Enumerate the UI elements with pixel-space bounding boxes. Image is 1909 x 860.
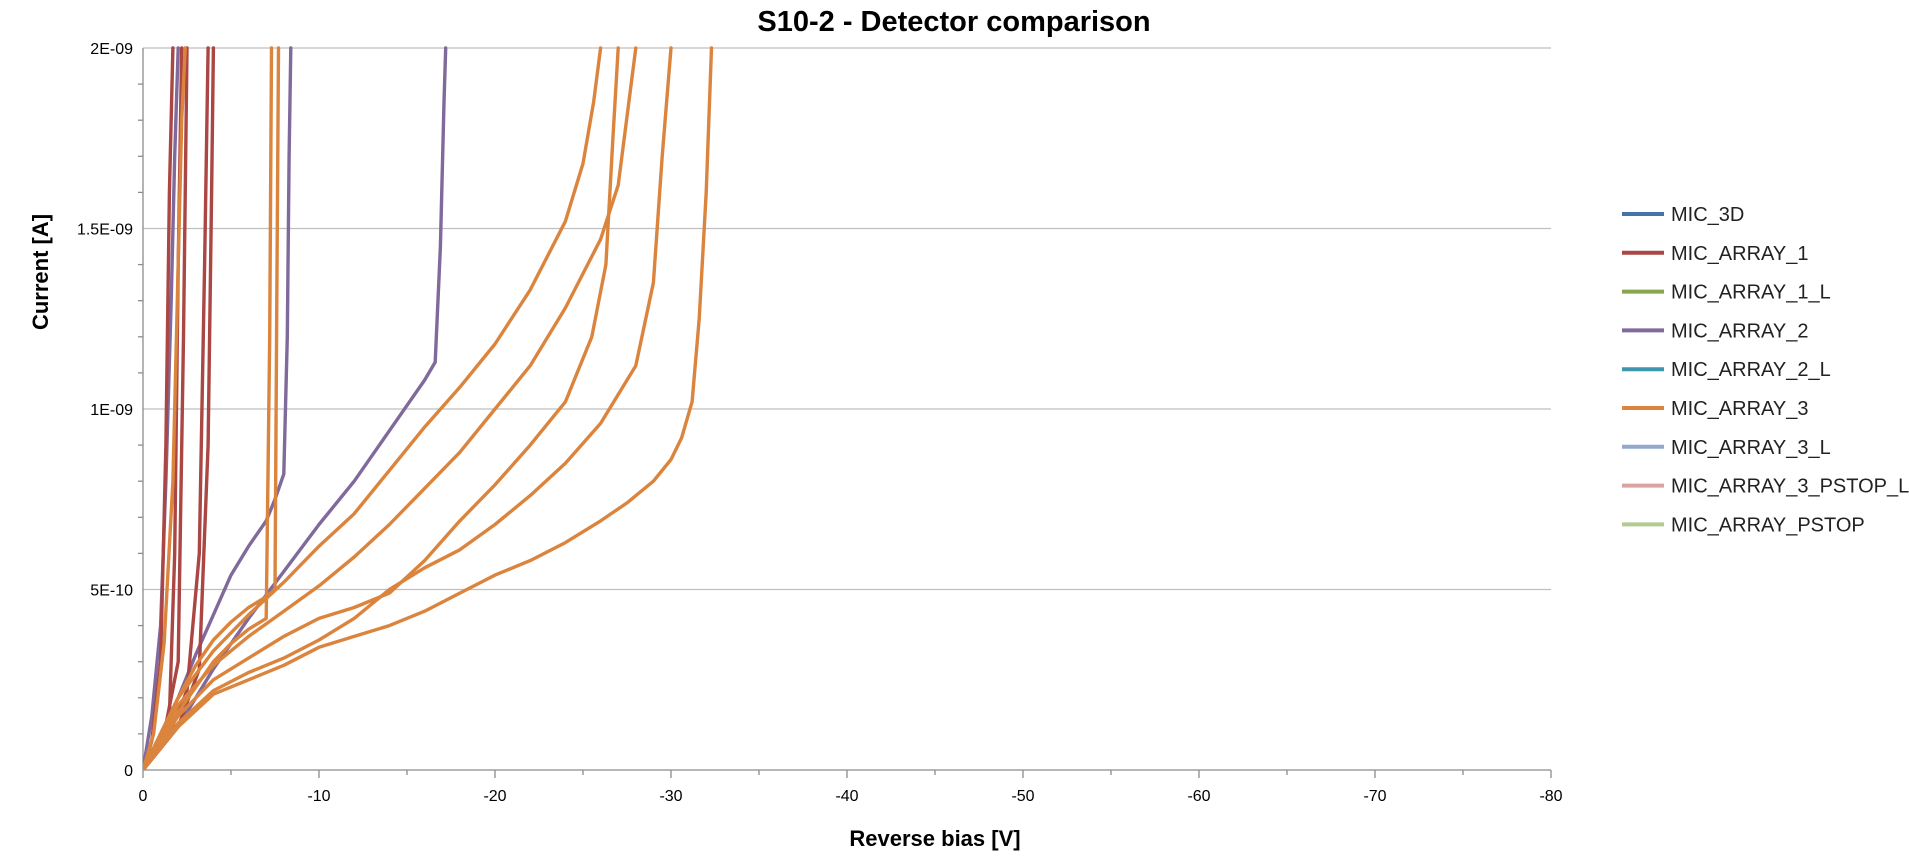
x-tick-label: -70 — [1363, 788, 1386, 805]
x-tick-label: -20 — [483, 788, 506, 805]
chart-title: S10-2 - Detector comparison — [757, 6, 1150, 38]
x-tick-label: 0 — [139, 788, 148, 805]
x-tick-label: -60 — [1187, 788, 1210, 805]
legend-label-mic-array-3-pstop-l: MIC_ARRAY_3_PSTOP_L — [1671, 476, 1909, 498]
legend-label-mic-array-3-l: MIC_ARRAY_3_L — [1671, 437, 1831, 459]
tick-labels: 0 5E-10 1E-09 1.5E-09 2E-09 0 -10 -20 -30 -40 -50 -… — [77, 41, 1563, 805]
legend-label-mic-array-1: MIC_ARRAY_1 — [1671, 243, 1808, 265]
series-line-mic-array-3 — [143, 46, 603, 770]
legend-label-mic-array-1-l: MIC_ARRAY_1_L — [1671, 282, 1831, 304]
y-tick-label: 5E-10 — [90, 583, 133, 600]
y-tick-label: 0 — [124, 763, 133, 780]
x-tick-label: -40 — [835, 788, 858, 805]
series-line-mic-array-3 — [143, 46, 187, 770]
series-line-mic-array-3 — [143, 46, 673, 770]
axes — [138, 48, 1552, 778]
series-line-mic-array-3 — [143, 46, 620, 770]
y-tick-label: 1.5E-09 — [77, 222, 133, 239]
series-line-mic-array-2 — [143, 46, 448, 770]
x-axis-title: Reverse bias [V] — [849, 826, 1020, 851]
y-tick-label: 1E-09 — [90, 402, 133, 419]
series-line-mic-array-3 — [143, 46, 714, 770]
legend: MIC_3D MIC_ARRAY_1 MIC_ARRAY_1_L MIC_ARRAY_… — [1622, 204, 1909, 536]
y-tick-label: 2E-09 — [90, 41, 133, 58]
gridlines — [143, 47, 1551, 591]
x-tick-label: -10 — [307, 788, 330, 805]
x-tick-label: -30 — [659, 788, 682, 805]
legend-label-mic-array-2-l: MIC_ARRAY_2_L — [1671, 359, 1831, 381]
legend-label-mic-3d: MIC_3D — [1671, 204, 1744, 226]
legend-label-mic-array-2: MIC_ARRAY_2 — [1671, 320, 1808, 342]
plot-area — [143, 46, 714, 770]
x-tick-label: -50 — [1011, 788, 1034, 805]
x-tick-label: -80 — [1539, 788, 1562, 805]
y-axis-title: Current [A] — [28, 214, 53, 330]
series-line-mic-array-3 — [143, 46, 638, 770]
legend-label-mic-array-pstop: MIC_ARRAY_PSTOP — [1671, 514, 1865, 536]
legend-label-mic-array-3: MIC_ARRAY_3 — [1671, 398, 1808, 420]
